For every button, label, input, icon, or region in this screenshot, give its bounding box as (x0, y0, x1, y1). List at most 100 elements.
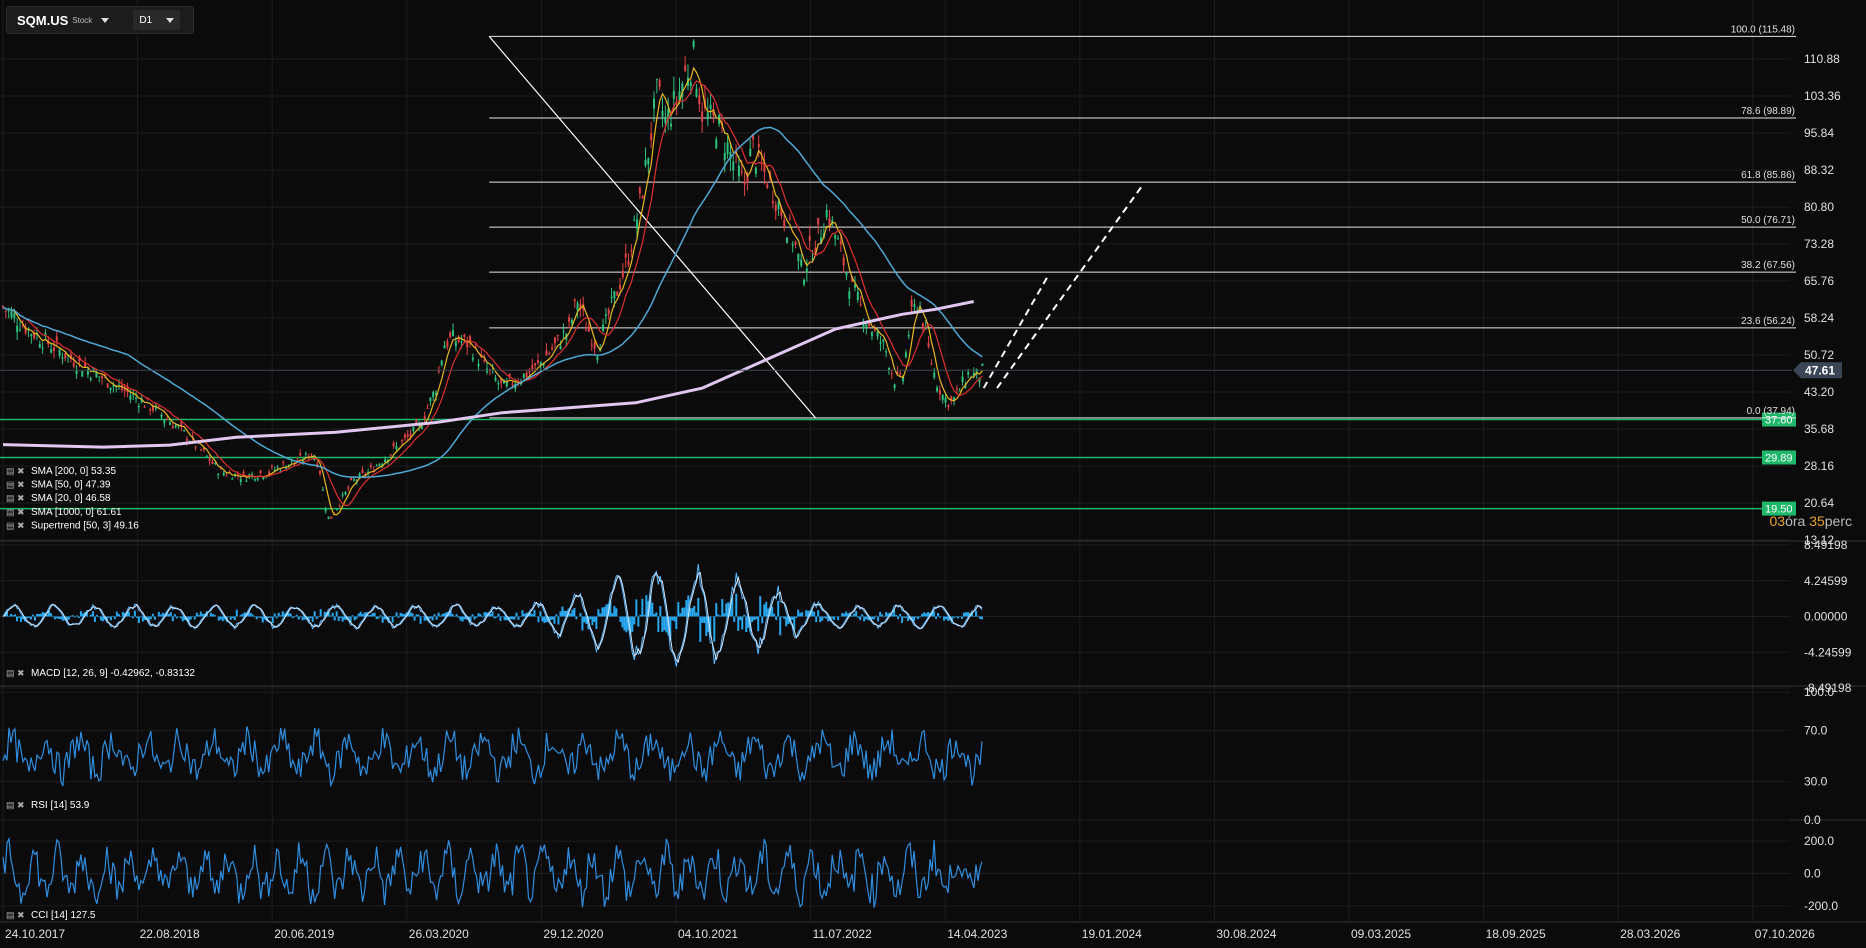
macd-histogram-bar (817, 610, 820, 617)
macd-histogram-bar (545, 616, 548, 623)
candle-body (435, 392, 438, 395)
macd-histogram-bar (833, 616, 836, 620)
macd-histogram-bar (549, 616, 552, 621)
macd-histogram-bar (135, 616, 138, 618)
chevron-down-icon[interactable] (166, 17, 175, 23)
macd-histogram-bar (955, 616, 958, 618)
x-tick-label: 18.09.2025 (1486, 927, 1546, 941)
macd-histogram-bar (739, 616, 742, 621)
candle-body (477, 363, 480, 367)
macd-histogram-bar (323, 611, 326, 617)
macd-histogram-bar (595, 616, 598, 629)
macd-histogram-bar (423, 616, 426, 621)
macd-histogram-bar (631, 616, 634, 632)
candle-body (4, 310, 7, 312)
macd-histogram-bar (141, 616, 144, 622)
candle-body (740, 171, 743, 173)
macd-histogram-bar (315, 616, 318, 620)
candle-body (647, 157, 650, 165)
candle-body (185, 438, 188, 441)
macd-histogram-bar (855, 610, 858, 617)
candle-body (570, 319, 573, 324)
candle-body (865, 323, 868, 327)
symbol-name[interactable]: SQM.US (17, 12, 69, 28)
candle-body (24, 326, 27, 334)
candle-body (330, 516, 333, 519)
candle-body (154, 405, 157, 409)
macd-histogram-bar (415, 614, 418, 617)
candle-body (955, 388, 958, 390)
macd-histogram-bar (89, 614, 92, 617)
candle-body (624, 253, 627, 258)
candle-body (839, 241, 842, 245)
candle-body (771, 201, 774, 204)
candle-body (828, 218, 831, 227)
candle-body (194, 446, 197, 448)
macd-histogram-bar (719, 615, 722, 617)
macd-histogram-bar (37, 613, 40, 617)
candle-body (401, 439, 404, 442)
macd-histogram-bar (731, 597, 734, 617)
candle-body (568, 317, 571, 322)
candle-body (933, 372, 936, 378)
macd-histogram-bar (357, 613, 360, 617)
macd-histogram-bar (931, 612, 934, 617)
macd-histogram-bar (275, 616, 278, 619)
candle-body (384, 459, 387, 463)
legend-icon: ▤ ✖ (6, 800, 25, 810)
macd-histogram-bar (299, 616, 302, 618)
candle-body (808, 236, 811, 241)
macd-histogram-bar (939, 616, 942, 618)
macd-histogram-bar (533, 609, 536, 617)
macd-histogram-bar (441, 613, 444, 617)
candle-body (672, 90, 675, 99)
macd-histogram-bar (293, 616, 296, 618)
symbol-dropdown-icon[interactable] (101, 17, 110, 23)
macd-histogram-bar (171, 616, 174, 622)
macd-histogram-bar (197, 615, 200, 617)
macd-histogram-bar (463, 616, 466, 620)
macd-histogram-bar (797, 609, 800, 617)
macd-histogram-bar (689, 608, 692, 617)
macd-histogram-bar (161, 612, 164, 617)
macd-histogram-bar (971, 612, 974, 617)
macd-histogram-bar (169, 612, 172, 617)
sma-1000-line (2, 300, 974, 449)
macd-histogram-bar (229, 616, 232, 620)
macd-histogram-bar (199, 611, 202, 617)
candle-body (814, 247, 817, 253)
timeframe-select[interactable]: D1 (133, 10, 181, 30)
macd-histogram-bar (279, 615, 282, 617)
macd-histogram-bar (145, 616, 148, 619)
macd-histogram-bar (669, 616, 672, 641)
osc-tick-label: 4.24599 (1804, 574, 1848, 588)
macd-histogram-bar (257, 616, 260, 618)
candle-body (319, 470, 322, 474)
macd-histogram-bar (553, 616, 556, 624)
candle-body (619, 284, 622, 290)
candle-body (876, 331, 879, 337)
macd-histogram-bar (489, 614, 492, 617)
candle-body (381, 463, 384, 467)
candle-body (508, 373, 511, 377)
fib-level-label: 61.8 (85.86) (1741, 170, 1795, 181)
candle-body (86, 369, 89, 375)
macd-histogram-bar (583, 616, 586, 623)
candle-body (709, 104, 712, 109)
macd-histogram-bar (775, 616, 778, 620)
candle-body (152, 406, 155, 411)
macd-histogram-bar (383, 616, 386, 620)
macd-histogram-bar (255, 616, 258, 620)
candle-body (596, 356, 599, 360)
price-tick-label: 58.24 (1804, 311, 1834, 325)
macd-histogram-bar (227, 616, 230, 618)
macd-histogram-bar (841, 613, 844, 617)
x-tick-label: 19.01.2024 (1082, 927, 1142, 941)
legend-icon: ▤ ✖ (6, 668, 25, 678)
candle-body (715, 139, 718, 149)
macd-histogram-bar (153, 616, 156, 620)
candle-body (135, 397, 138, 399)
macd-histogram-bar (71, 615, 74, 617)
macd-histogram-bar (417, 614, 420, 617)
